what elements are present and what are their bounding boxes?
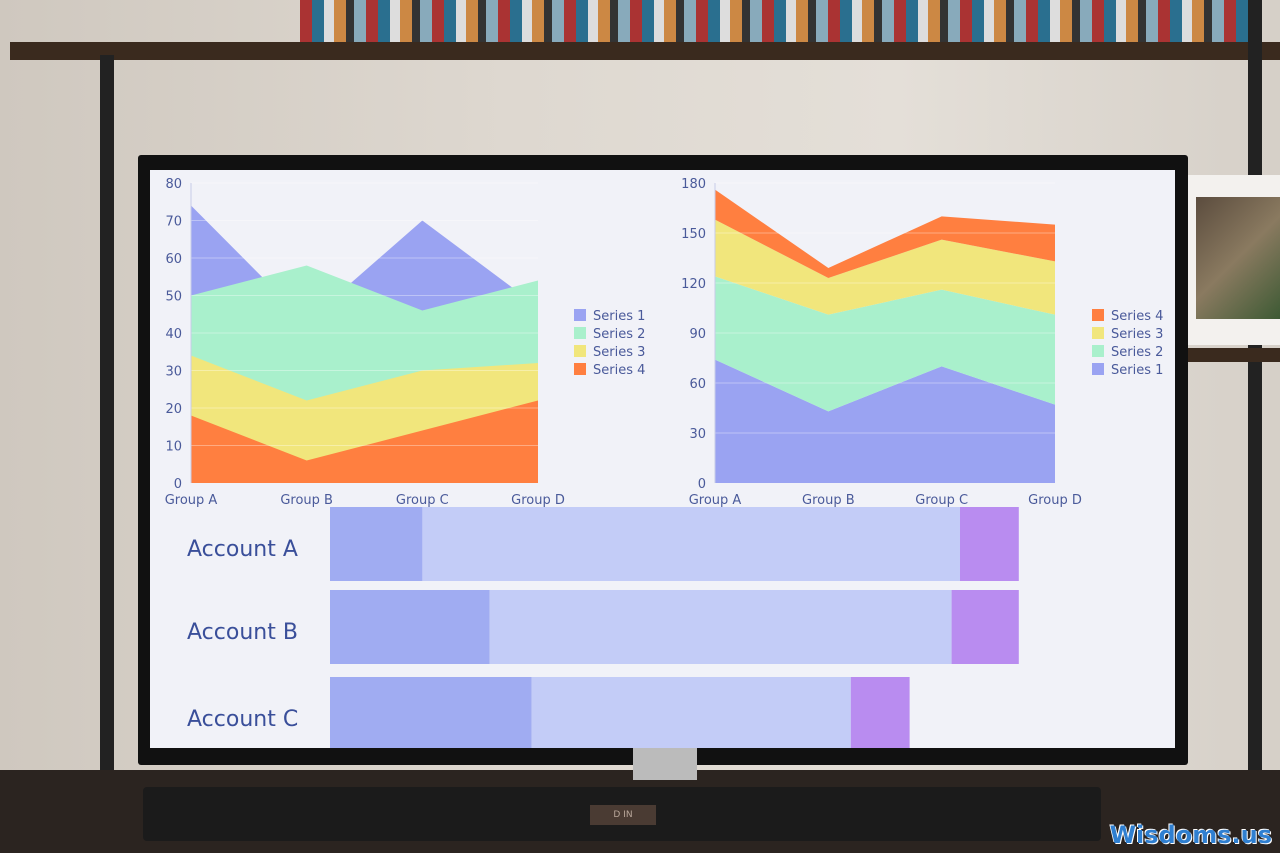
y-tick-label: 20 [165, 402, 182, 417]
legend-label: Series 1 [593, 309, 645, 324]
bar-segment-1 [330, 507, 423, 581]
y-tick-label: 30 [165, 365, 182, 380]
x-tick-label: Group A [165, 493, 218, 508]
y-tick-label: 120 [681, 277, 706, 292]
bar-segment-3 [850, 677, 910, 748]
y-tick-label: 10 [165, 440, 182, 455]
legend-label: Series 3 [593, 345, 645, 360]
legend-label: Series 4 [1111, 309, 1163, 324]
tv-screen: 0 10 20 30 40 50 60 70 80 Group A Group B Group C Gr… [150, 170, 1175, 748]
area-2-series-1 [715, 359, 1055, 483]
y-tick-label: 0 [698, 477, 706, 492]
legend-swatch [574, 309, 586, 321]
y-tick-label: 60 [689, 377, 706, 392]
bar-segment-2 [422, 507, 960, 581]
legend-label: Series 4 [593, 363, 645, 378]
y-tick-label: 60 [165, 252, 182, 267]
y-tick-label: 40 [165, 327, 182, 342]
bookshelf-books [300, 0, 1260, 44]
legend-swatch [1092, 309, 1104, 321]
soundbar-display: D IN [590, 805, 656, 825]
legend-label: Series 1 [1111, 363, 1163, 378]
x-tick-label: Group C [396, 493, 449, 508]
bar-segment-3 [951, 590, 1019, 664]
small-shelf [1188, 348, 1280, 362]
bar-segment-2 [489, 590, 952, 664]
shelf-pipe-left [100, 55, 114, 815]
x-tick-label: Group D [511, 493, 565, 508]
legend-swatch [1092, 345, 1104, 357]
y-tick-label: 150 [681, 227, 706, 242]
legend-swatch [574, 327, 586, 339]
y-tick-label: 90 [689, 327, 706, 342]
bar-segment-1 [330, 677, 532, 748]
wooden-shelf [10, 42, 1280, 60]
x-tick-label: Group B [802, 493, 855, 508]
watermark: Wisdoms.us [1109, 821, 1272, 849]
legend-label: Series 2 [1111, 345, 1163, 360]
x-tick-label: Group B [280, 493, 333, 508]
framed-photo [1196, 197, 1280, 319]
legend-swatch [574, 345, 586, 357]
y-tick-label: 50 [165, 290, 182, 305]
area-2-series-3 [715, 219, 1055, 315]
legend-swatch [574, 363, 586, 375]
area-2-series-2 [715, 276, 1055, 412]
y-tick-label: 70 [165, 215, 182, 230]
x-tick-label: Group C [915, 493, 968, 508]
account-label: Account A [187, 537, 298, 562]
legend-swatch [1092, 327, 1104, 339]
legend-label: Series 3 [1111, 327, 1163, 342]
charts-canvas: 0 10 20 30 40 50 60 70 80 Group A Group B Group C Gr… [165, 177, 1163, 748]
bar-segment-2 [531, 677, 851, 748]
y-tick-label: 30 [689, 427, 706, 442]
x-tick-label: Group D [1028, 493, 1082, 508]
legend-label: Series 2 [593, 327, 645, 342]
area-1-series-4 [191, 400, 538, 483]
tv-stand [633, 748, 697, 780]
y-tick-label: 180 [681, 177, 706, 192]
bar-segment-1 [330, 590, 490, 664]
account-label: Account B [187, 620, 298, 645]
shelf-pipe-right [1248, 0, 1262, 800]
x-tick-label: Group A [689, 493, 742, 508]
bar-segment-3 [960, 507, 1019, 581]
y-tick-label: 80 [165, 177, 182, 192]
legend-swatch [1092, 363, 1104, 375]
area-2-series-4 [715, 189, 1055, 278]
account-label: Account C [187, 707, 298, 732]
y-tick-label: 0 [174, 477, 182, 492]
